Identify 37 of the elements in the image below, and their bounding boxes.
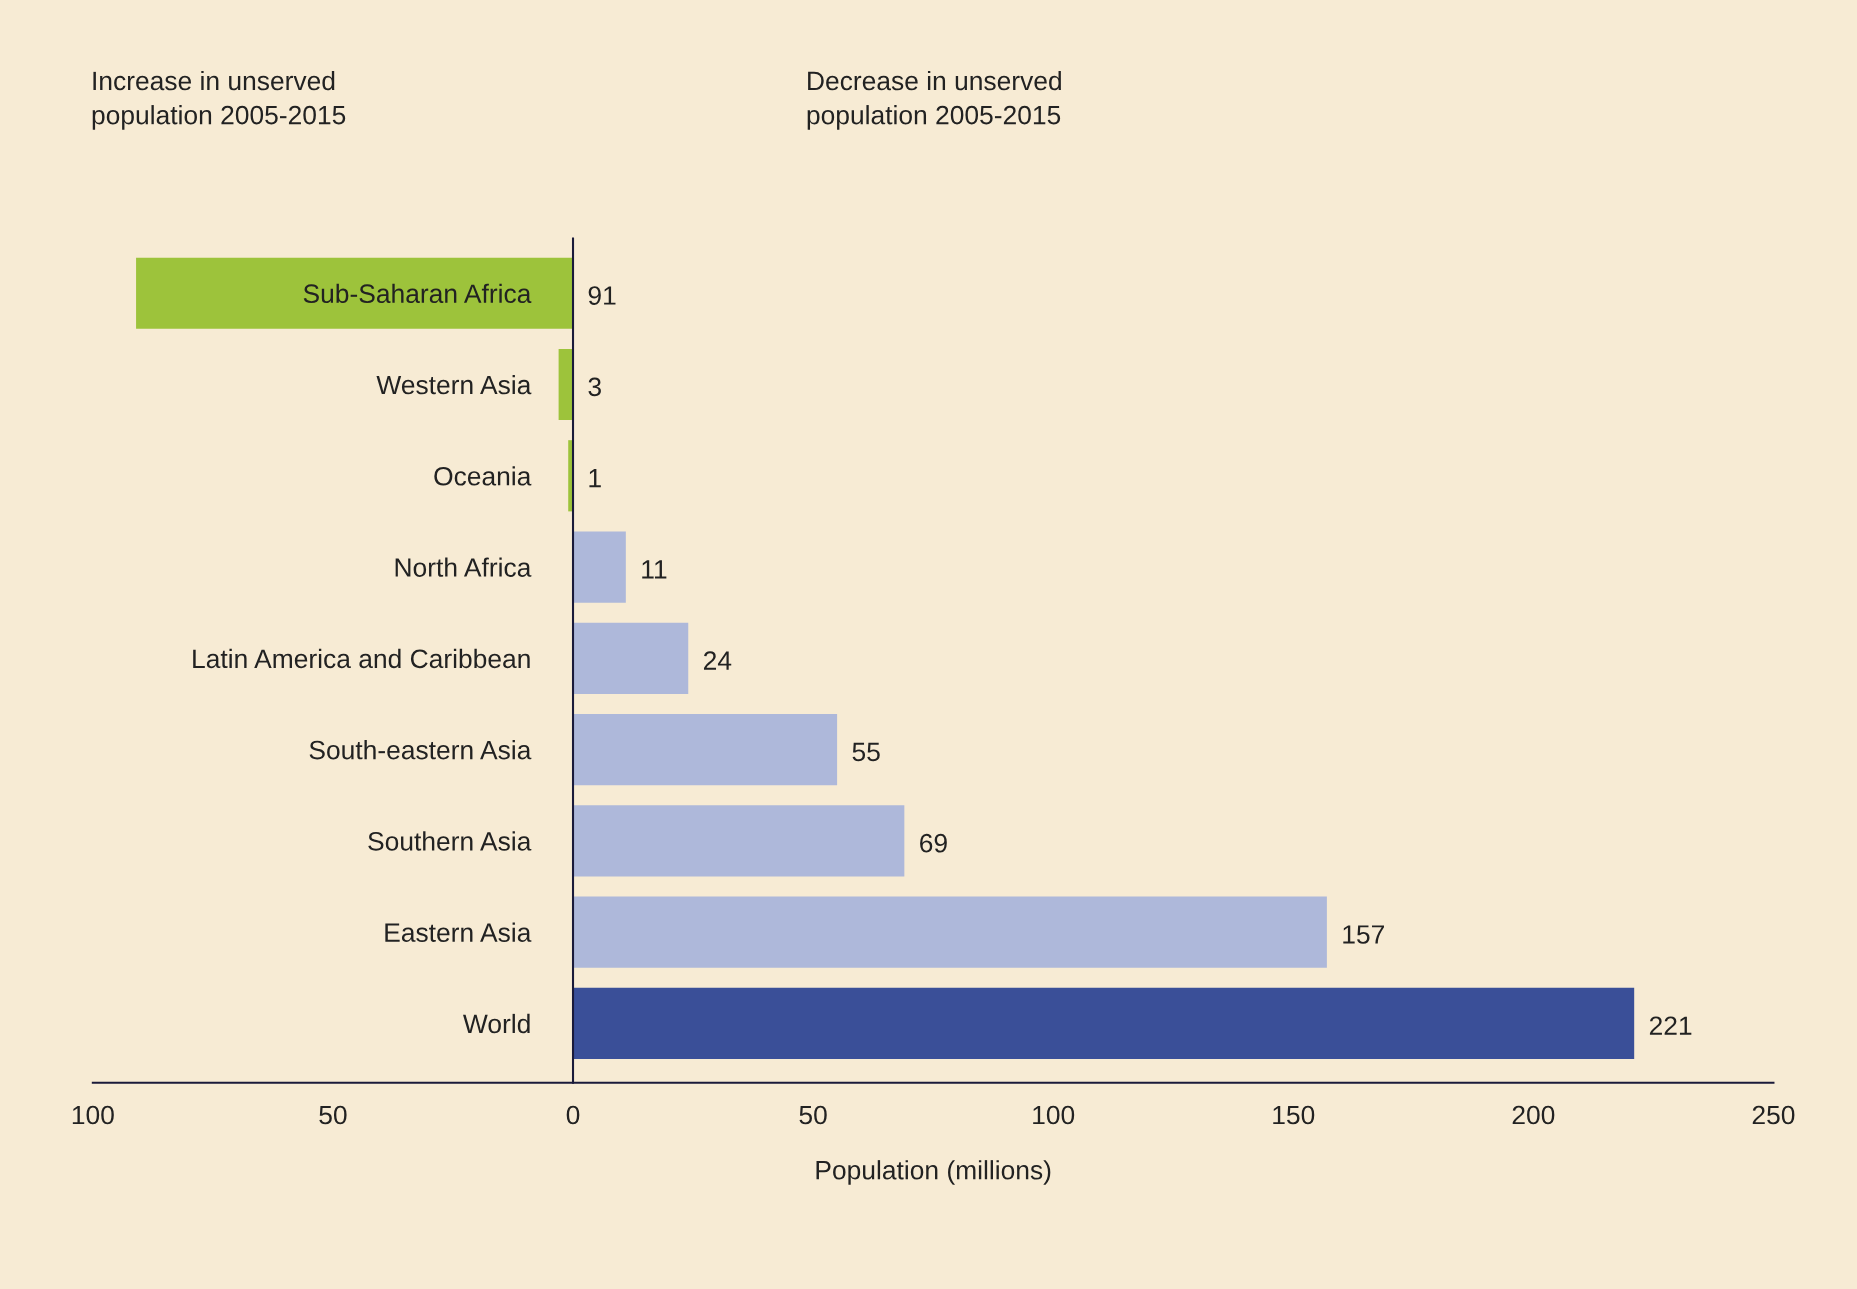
bar: [573, 714, 838, 786]
y-tick-label: Latin America and Caribbean: [193, 648, 530, 669]
data-label: 24: [703, 651, 732, 670]
text: Increase in unserved population 2005-2015: [92, 70, 346, 130]
y-tick-label: World: [463, 1013, 530, 1034]
x-tick-label: 100: [72, 1105, 114, 1125]
x-tick-label: 150: [1273, 1105, 1315, 1125]
x-tick-label: 250: [1752, 1105, 1795, 1125]
data-label: 69: [920, 833, 947, 853]
x-axis-title: Population (millions): [816, 1160, 1051, 1185]
y-tick-label: Eastern Asia: [385, 922, 532, 942]
y-tick-label: Western Asia: [376, 374, 532, 395]
x-tick-label: 50: [319, 1105, 347, 1125]
bar: [573, 622, 689, 694]
x-tick-label: 0: [566, 1105, 580, 1125]
data-label: 91: [588, 286, 616, 305]
bar: [558, 348, 574, 421]
data-label: 55: [852, 742, 880, 762]
bar: [573, 531, 626, 603]
y-tick-label: Southern Asia: [368, 831, 532, 851]
bar: [573, 805, 905, 877]
y-tick-label: North Africa: [395, 557, 532, 577]
bar: [136, 257, 574, 329]
x-tick-label: 50: [799, 1105, 827, 1125]
y-tick-label: Sub-Saharan Africa: [303, 283, 532, 304]
data-label: 221: [1649, 1016, 1692, 1035]
data-label: 1: [589, 469, 601, 488]
data-label: 11: [642, 560, 667, 579]
data-label: 157: [1343, 925, 1384, 944]
bar: [573, 896, 1327, 968]
y-tick-label: South-eastern Asia: [309, 740, 532, 760]
y-tick-label: Oceania: [434, 466, 532, 486]
text: Decrease in unserved population 2005-2015: [807, 70, 1061, 130]
bar: [573, 987, 1635, 1060]
x-tick-label: 200: [1512, 1105, 1555, 1125]
data-label: 3: [588, 377, 601, 397]
x-tick-label: 100: [1033, 1105, 1075, 1125]
